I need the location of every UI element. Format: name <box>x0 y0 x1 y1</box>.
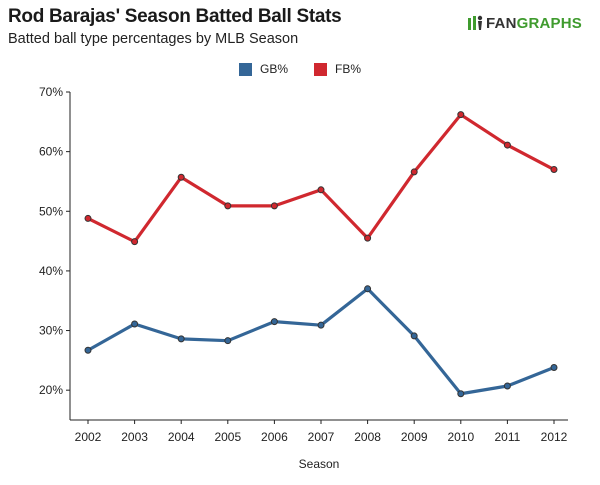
y-tick-label: 40% <box>39 264 63 278</box>
data-point-fb <box>84 214 92 222</box>
logo-text-graphs: GRAPHS <box>516 14 582 32</box>
batter-icon <box>468 15 483 30</box>
series-line-gb <box>86 287 556 396</box>
data-point-gb <box>410 332 418 340</box>
series-line-fb <box>86 113 556 244</box>
legend-label-fb: FB% <box>335 62 362 76</box>
data-point-fb <box>364 234 372 242</box>
y-tick-label: 20% <box>39 383 63 397</box>
legend-item-fb: FB% <box>314 62 361 76</box>
data-point-gb <box>317 321 325 329</box>
x-tick-label: 2009 <box>401 430 428 444</box>
data-point-fb <box>270 202 278 210</box>
data-point-gb <box>177 335 185 343</box>
chart-subtitle: Batted ball type percentages by MLB Seas… <box>8 31 299 47</box>
legend-item-gb: GB% <box>238 62 288 76</box>
legend-swatch-fb <box>314 62 327 76</box>
data-point-fb <box>550 166 558 174</box>
data-point-gb <box>131 320 139 328</box>
x-tick-label: 2007 <box>308 430 335 444</box>
data-point-gb <box>503 382 511 390</box>
x-tick-label: 2002 <box>75 430 102 444</box>
data-point-fb <box>177 173 185 181</box>
x-tick-label: 2010 <box>447 430 474 444</box>
data-point-gb <box>84 346 92 354</box>
chart-title: Rod Barajas' Season Batted Ball Stats <box>8 6 342 27</box>
x-tick-label: 2006 <box>261 430 288 444</box>
data-point-fb <box>503 141 511 149</box>
x-tick-label: 2003 <box>121 430 148 444</box>
data-point-gb <box>224 337 232 345</box>
x-axis-label: Season <box>299 457 340 471</box>
data-point-fb <box>317 186 325 194</box>
x-tick-label: 2004 <box>168 430 195 444</box>
data-point-fb <box>410 168 418 176</box>
legend-swatch-gb <box>238 62 252 76</box>
data-point-fb <box>457 111 465 119</box>
x-tick-label: 2012 <box>541 430 568 444</box>
data-point-gb <box>270 318 278 326</box>
data-point-gb <box>457 390 465 398</box>
data-point-fb <box>131 238 139 246</box>
y-tick-label: 50% <box>39 204 63 218</box>
y-tick-label: 70% <box>39 85 63 99</box>
legend-label-gb: GB% <box>259 62 288 76</box>
y-tick-label: 30% <box>39 324 63 338</box>
data-point-gb <box>364 285 372 293</box>
y-tick-label: 60% <box>39 145 63 159</box>
x-tick-label: 2008 <box>354 430 381 444</box>
x-tick-label: 2005 <box>214 430 241 444</box>
legend: GB% FB% <box>0 62 600 76</box>
logo-text-fan: FAN <box>486 14 517 32</box>
data-point-fb <box>224 202 232 210</box>
x-tick-label: 2011 <box>494 430 520 444</box>
fangraphs-logo: FAN GRAPHS <box>467 14 582 32</box>
data-point-gb <box>550 364 558 372</box>
